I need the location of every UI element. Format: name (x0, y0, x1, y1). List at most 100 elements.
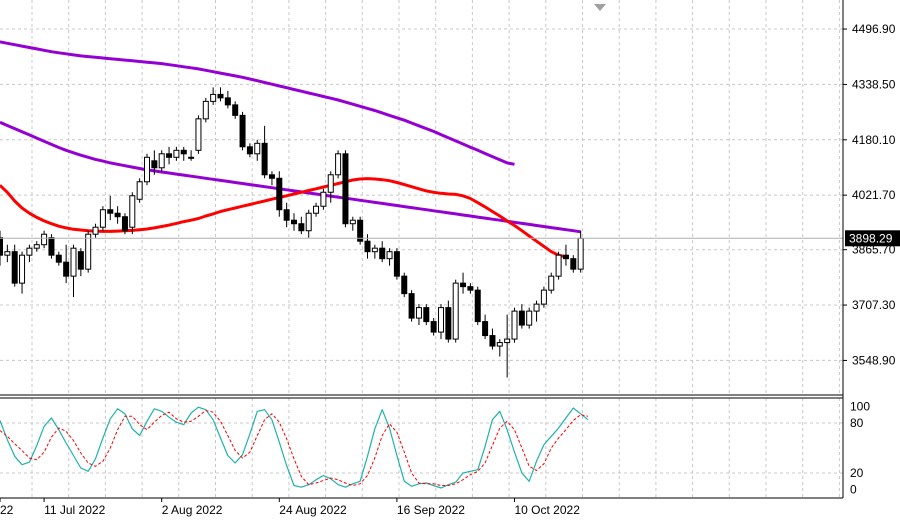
candle-body (136, 181, 143, 200)
candle-body (577, 237, 584, 270)
candle-body (217, 93, 224, 99)
candle-body (41, 233, 48, 246)
candle (379, 241, 386, 263)
ma-slow-line (0, 40, 515, 166)
x-tick-label: 24 Aug 2022 (279, 503, 347, 517)
candle (342, 150, 349, 228)
candle (55, 251, 62, 266)
candle-body (77, 251, 84, 270)
candle (268, 171, 275, 186)
candle (276, 171, 283, 217)
candle-body (452, 282, 459, 340)
candle (92, 223, 99, 238)
candle-body (195, 118, 202, 151)
candle-body (99, 209, 106, 228)
candle (401, 272, 408, 298)
candle-body (26, 247, 33, 256)
scroll-marker-icon (594, 4, 606, 11)
candle (504, 314, 511, 378)
candle (518, 304, 525, 329)
candle-body (415, 307, 422, 319)
candle-body (364, 240, 371, 253)
candle-body (55, 254, 62, 263)
candle-body (320, 191, 327, 207)
candle-body (92, 226, 99, 235)
candle (349, 216, 356, 231)
candle (77, 248, 84, 277)
price-tick-label: 3707.30 (852, 298, 896, 312)
candle (85, 230, 92, 273)
candle (511, 307, 518, 343)
candle-body (408, 293, 415, 319)
candle (254, 139, 261, 161)
candle-body (371, 247, 378, 253)
candle-body (460, 282, 467, 288)
candle-body (33, 244, 40, 249)
candle (371, 244, 378, 259)
candle-body (482, 321, 489, 337)
candle (415, 304, 422, 326)
candle (173, 146, 180, 161)
stoch-k-line (0, 406, 589, 489)
candle-body (430, 321, 437, 333)
candle (548, 272, 555, 294)
price-tick-label: 3548.90 (852, 353, 896, 367)
candle-body (401, 275, 408, 295)
candle (562, 244, 569, 266)
candle-body (445, 307, 452, 340)
candle-body (342, 153, 349, 225)
stoch-panel-bg (0, 398, 843, 498)
x-tick-label: 2 Aug 2022 (162, 503, 223, 517)
candle (232, 101, 239, 119)
price-tick-label: 4338.50 (852, 77, 896, 91)
candle-body (268, 174, 275, 179)
candle (151, 150, 158, 175)
candle-body (224, 97, 231, 106)
candle-body (85, 233, 92, 270)
x-tick-label: 10 Oct 2022 (515, 503, 581, 517)
candle (445, 300, 452, 343)
candle-body (496, 342, 503, 347)
candle-body (107, 209, 114, 214)
current-price-label: 3898.29 (849, 231, 893, 245)
candle (99, 206, 106, 231)
candle (386, 248, 393, 266)
candle-body (467, 286, 474, 291)
candle-body (526, 310, 533, 326)
candle (158, 150, 165, 172)
candle (474, 286, 481, 326)
candle (393, 248, 400, 280)
candle-body (335, 153, 342, 176)
candle (166, 146, 173, 165)
candle-body (555, 254, 562, 277)
candle (305, 209, 312, 238)
candle (533, 300, 540, 322)
candle-body (151, 160, 158, 169)
candle-body (158, 153, 165, 169)
candle (114, 206, 121, 224)
candle (482, 314, 489, 340)
price-tick-label: 4021.70 (852, 188, 896, 202)
candle (555, 251, 562, 280)
candle (423, 304, 430, 326)
candle (4, 244, 11, 263)
candle-body (540, 289, 547, 305)
candle (41, 230, 48, 249)
candle-body (349, 219, 356, 225)
candle-body (283, 209, 290, 221)
candle-body (276, 177, 283, 211)
candle (0, 230, 3, 266)
current-price-box (845, 230, 900, 247)
candle (70, 244, 77, 298)
candle (224, 90, 231, 109)
candle (357, 216, 364, 245)
x-tick-label: 11 Jul 2022 (44, 503, 105, 517)
candle (121, 213, 128, 235)
candle-body (357, 219, 364, 242)
candle-body (239, 114, 246, 148)
candle (327, 171, 334, 203)
x-tick-label: 16 Sep 2022 (397, 503, 465, 517)
candle-body (232, 104, 239, 116)
